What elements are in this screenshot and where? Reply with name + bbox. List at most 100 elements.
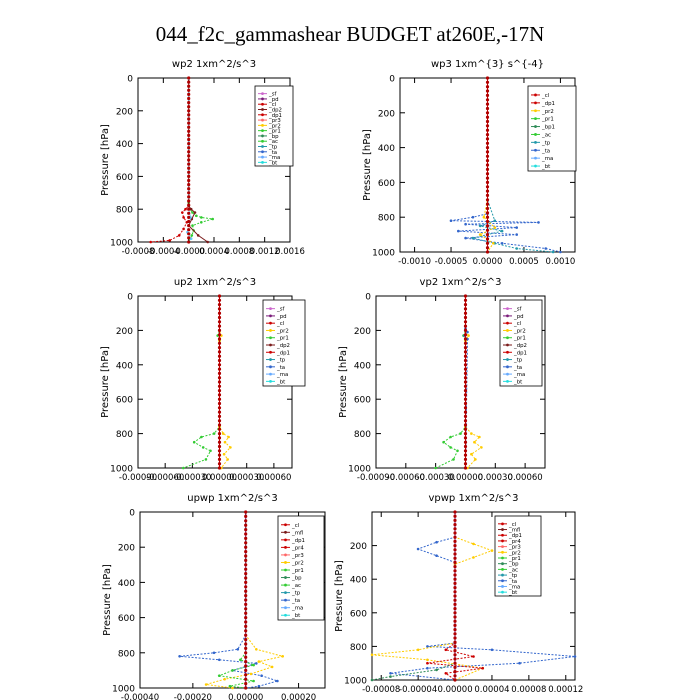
legend-label: _cl [541, 93, 549, 99]
legend-label: _pr2 [508, 550, 521, 556]
zero-line-marker [217, 444, 222, 449]
data-point [452, 458, 455, 461]
legend-label: _bt [508, 590, 517, 596]
x-tick-label: -0.00004 [399, 685, 437, 695]
zero-line-marker [463, 432, 468, 436]
zero-line-marker [187, 170, 191, 174]
zero-line-marker [463, 311, 468, 315]
y-tick-label: 200 [350, 542, 367, 552]
legend-label: _pd [513, 314, 524, 320]
data-point [257, 660, 261, 663]
data-point [559, 250, 562, 254]
zero-line-marker [217, 389, 222, 393]
zero-line-marker [187, 88, 191, 92]
legend-marker [534, 140, 537, 144]
zero-line-marker [463, 419, 468, 423]
data-point [492, 242, 495, 245]
zero-line-marker [453, 602, 457, 607]
legend-marker [501, 528, 504, 531]
legend-label: _pr2 [276, 328, 289, 334]
page-title: 044_f2c_gammashear BUDGET at260E,-17N [155, 22, 545, 46]
data-point [481, 666, 485, 670]
chart-title: vpwp 1xm^2/s^3 [428, 493, 518, 504]
y-tick-label: 0 [129, 509, 135, 519]
legend-marker [269, 358, 272, 361]
y-tick-label: 200 [354, 327, 371, 337]
legend-marker [506, 321, 509, 325]
data-point [223, 440, 227, 444]
legend-marker [261, 108, 264, 111]
x-tick-label: -0.00090 [119, 473, 157, 483]
legend-label: _pr4 [508, 539, 521, 545]
legend-label: _ta [276, 365, 285, 371]
legend-marker [261, 92, 264, 96]
zero-line-marker [485, 111, 490, 115]
legend-label: _bt [513, 379, 522, 385]
legend-label: _pd [276, 314, 287, 320]
data-point [490, 549, 494, 552]
y-tick-label: 1000 [112, 685, 135, 695]
x-tick-label: -0.00008 [362, 685, 400, 695]
data-point [189, 237, 193, 240]
legend-marker [501, 545, 504, 549]
data-point [276, 679, 279, 683]
legend-marker [284, 538, 287, 542]
legend-label: _sf [268, 92, 277, 98]
x-tick-label: -0.00020 [174, 693, 212, 700]
y-tick-label: 800 [350, 643, 367, 653]
zero-line-marker [463, 307, 468, 311]
x-tick-label: 0.00012 [548, 685, 583, 695]
zero-line-marker [244, 554, 248, 558]
series-line-pr1 [435, 296, 466, 469]
zero-line-marker [463, 363, 468, 367]
legend-marker [534, 101, 537, 105]
zero-line-marker [485, 115, 490, 119]
y-tick-label: 400 [116, 361, 133, 371]
x-tick-label: -0.0004 [147, 247, 180, 257]
data-point [212, 651, 216, 655]
legend-marker [501, 522, 504, 526]
legend-label: _pr3 [268, 118, 281, 124]
legend-marker [506, 365, 509, 369]
zero-line-marker [485, 159, 490, 163]
data-point [190, 234, 194, 237]
legend: _sf_pd_cl_pr2 _pr1_dp2_dp1 _tp_ta_ma_bt [499, 299, 543, 387]
data-point [464, 222, 467, 226]
data-point [212, 432, 216, 435]
legend-marker [269, 314, 272, 318]
data-point [426, 645, 429, 648]
x-tick-label: 0.00000 [448, 473, 483, 483]
zero-line-marker [187, 76, 191, 80]
data-point [209, 449, 212, 453]
chart-title: vp2 1xm^2/s^3 [420, 277, 502, 288]
legend-marker [284, 553, 287, 557]
data-point [227, 435, 230, 439]
legend-marker [506, 379, 509, 383]
data-point [206, 240, 209, 244]
zero-line-marker [244, 616, 248, 620]
zero-line-marker [485, 189, 490, 193]
legend-marker [261, 129, 264, 133]
zero-line-marker [453, 678, 457, 682]
zero-line-marker [244, 523, 248, 527]
zero-line-marker [187, 113, 191, 117]
zero-line-marker [217, 462, 222, 466]
data-point [223, 677, 226, 681]
legend-label: _cl [291, 523, 299, 529]
zero-line-marker [485, 237, 490, 241]
zero-line-marker [453, 573, 457, 577]
data-point [442, 440, 445, 444]
zero-line-marker [217, 419, 222, 423]
data-point [370, 653, 374, 657]
zero-line-marker [187, 183, 191, 187]
legend-label: _bt [291, 613, 300, 619]
zero-line-marker [463, 320, 468, 324]
zero-line-marker [463, 401, 468, 406]
zero-line-marker [187, 142, 191, 146]
x-tick-label: -0.0000 [172, 247, 205, 257]
legend-marker [261, 160, 264, 164]
zero-line-marker [217, 376, 222, 380]
zero-line-marker [485, 233, 490, 237]
zero-line-marker [485, 128, 490, 132]
